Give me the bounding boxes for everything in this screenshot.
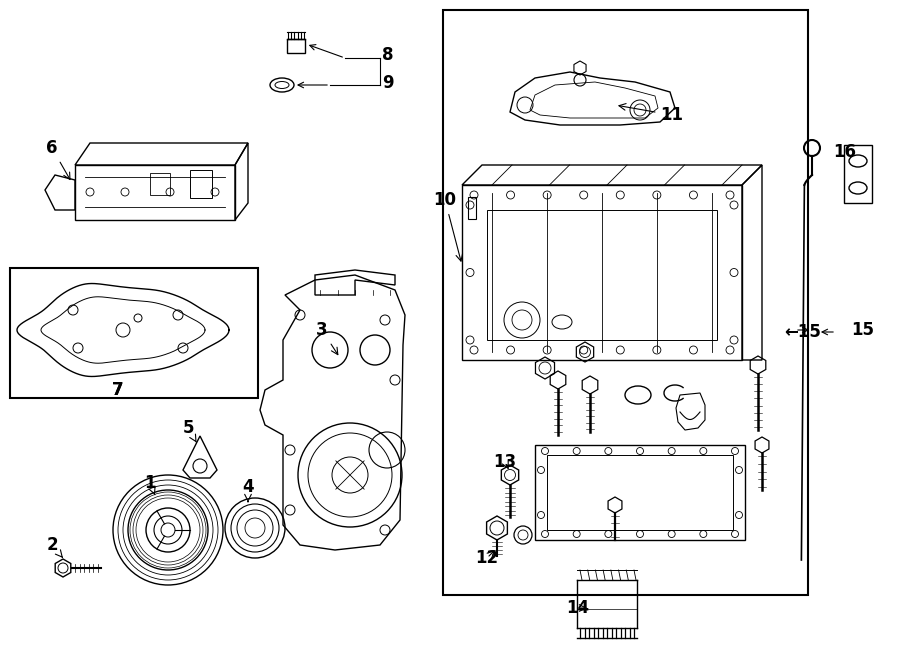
Text: 14: 14 <box>566 599 590 617</box>
Text: 13: 13 <box>493 453 517 471</box>
Bar <box>443 10 808 595</box>
Text: ←15: ←15 <box>785 323 822 341</box>
Bar <box>547 455 733 530</box>
Text: 7: 7 <box>112 381 124 399</box>
Text: 15: 15 <box>851 321 874 339</box>
Bar <box>287 39 305 53</box>
Text: 5: 5 <box>182 419 196 442</box>
Text: 3: 3 <box>316 321 338 354</box>
Bar <box>462 185 742 360</box>
Text: 16: 16 <box>833 143 857 161</box>
Bar <box>150 173 170 195</box>
Bar <box>844 145 872 203</box>
Bar <box>535 445 745 540</box>
Bar <box>10 268 258 398</box>
Text: 4: 4 <box>242 478 254 502</box>
Text: 2: 2 <box>46 536 62 557</box>
Text: 1: 1 <box>144 474 156 495</box>
Text: 9: 9 <box>382 74 394 92</box>
Text: 7: 7 <box>112 381 124 399</box>
Bar <box>190 170 212 198</box>
Bar <box>487 210 717 340</box>
Text: 8: 8 <box>382 46 394 64</box>
Bar <box>468 197 476 219</box>
Text: 12: 12 <box>475 549 499 567</box>
Text: 10: 10 <box>434 191 463 261</box>
Text: 11: 11 <box>619 104 683 124</box>
Text: 6: 6 <box>46 139 70 180</box>
